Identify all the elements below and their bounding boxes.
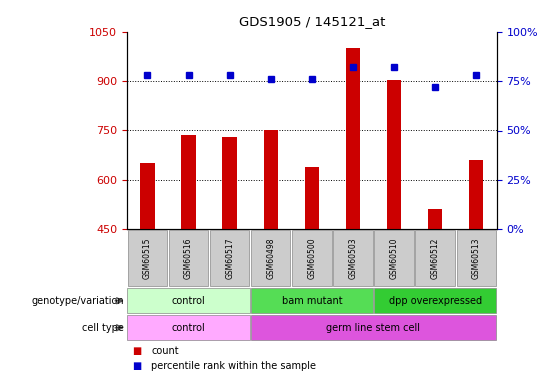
Bar [181, 135, 195, 229]
Bar [305, 166, 319, 229]
Bar [415, 230, 455, 286]
Text: GSM60510: GSM60510 [389, 237, 399, 279]
Bar [169, 230, 208, 286]
Bar [333, 230, 373, 286]
Title: GDS1905 / 145121_at: GDS1905 / 145121_at [239, 15, 385, 28]
Text: control: control [172, 296, 205, 306]
Bar [251, 288, 373, 313]
Text: ■: ■ [132, 360, 141, 370]
Bar [387, 80, 401, 229]
Bar [127, 288, 250, 313]
Text: GSM60498: GSM60498 [266, 237, 275, 279]
Text: cell type: cell type [82, 323, 124, 333]
Text: GSM60516: GSM60516 [184, 237, 193, 279]
Text: germ line stem cell: germ line stem cell [327, 323, 421, 333]
Text: GSM60513: GSM60513 [472, 237, 481, 279]
Bar [251, 230, 291, 286]
Text: GSM60503: GSM60503 [348, 237, 357, 279]
Bar [264, 130, 278, 229]
Text: GSM60500: GSM60500 [307, 237, 316, 279]
Text: control: control [172, 323, 205, 333]
Bar [292, 230, 332, 286]
Text: percentile rank within the sample: percentile rank within the sample [151, 360, 316, 370]
Bar [128, 230, 167, 286]
Text: GSM60512: GSM60512 [431, 237, 440, 279]
Bar [127, 315, 250, 340]
Text: GSM60515: GSM60515 [143, 237, 152, 279]
Bar [469, 160, 483, 229]
Text: bam mutant: bam mutant [281, 296, 342, 306]
Text: dpp overexpressed: dpp overexpressed [389, 296, 482, 306]
Bar [251, 315, 496, 340]
Text: count: count [151, 346, 179, 356]
Bar [374, 230, 414, 286]
Bar [456, 230, 496, 286]
Bar [428, 209, 442, 229]
Bar [140, 164, 154, 229]
Bar [222, 137, 237, 229]
Text: genotype/variation: genotype/variation [31, 296, 124, 306]
Bar [346, 48, 360, 229]
Bar [374, 288, 496, 313]
Text: ■: ■ [132, 346, 141, 356]
Text: GSM60517: GSM60517 [225, 237, 234, 279]
Bar [210, 230, 249, 286]
